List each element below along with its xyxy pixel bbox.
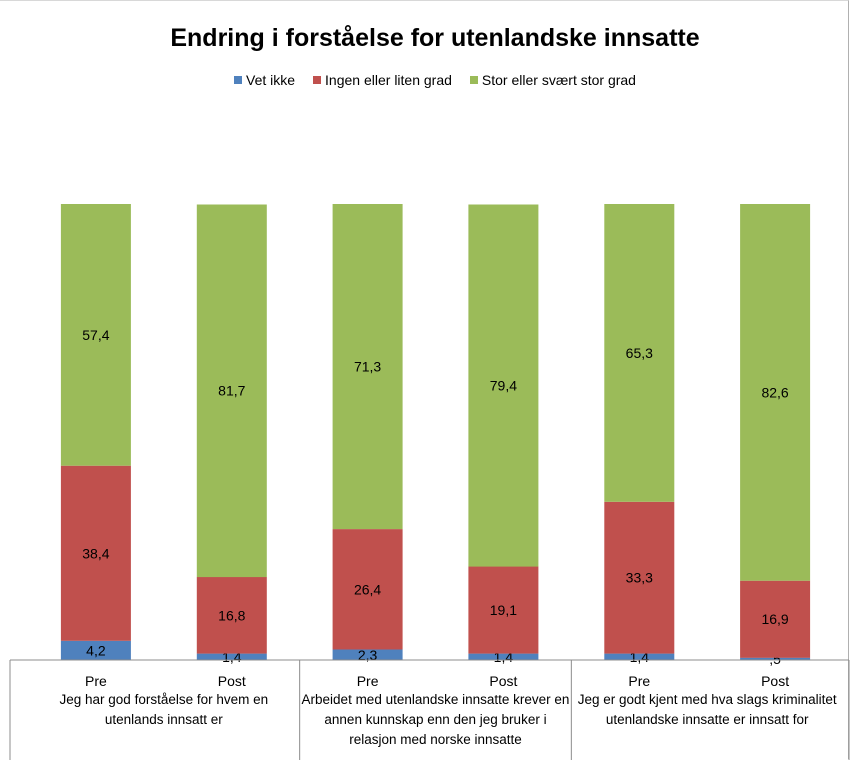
data-label: 16,9: [761, 611, 788, 627]
bar-segment: [604, 653, 675, 660]
bar-segment: [60, 465, 131, 641]
bar-segment: [604, 204, 675, 502]
bar-segment: [60, 204, 131, 466]
x-tick-label: Post: [218, 673, 246, 689]
legend-item: Ingen eller liten grad: [313, 72, 452, 88]
x-tick-label: Post: [761, 673, 789, 689]
bar-segment: [332, 204, 403, 530]
data-label: 81,7: [218, 383, 245, 399]
legend-label: Stor eller svært stor grad: [481, 72, 636, 88]
data-label: 4,2: [86, 642, 106, 658]
group-label: Jeg er godt kjent med hva slags kriminal…: [577, 692, 837, 727]
bar-segment: [468, 653, 539, 660]
group-label: Arbeidet med utenlandske innsatte krever…: [301, 692, 570, 747]
data-label: 82,6: [761, 384, 788, 400]
data-label: 65,3: [626, 345, 653, 361]
bar-segment: [740, 657, 811, 660]
legend-label: Vet ikke: [246, 72, 296, 88]
data-label: 57,4: [82, 327, 109, 343]
bar-segment: [468, 566, 539, 654]
bar-segment: [740, 204, 811, 581]
x-tick-label: Pre: [357, 673, 379, 689]
legend-swatch: [234, 76, 243, 84]
bar-segment: [196, 653, 267, 660]
bar-segment: [60, 640, 131, 660]
bar-segment: [196, 577, 267, 654]
data-label: 19,1: [490, 602, 517, 618]
legend-label: Ingen eller liten grad: [325, 72, 452, 88]
bar-segment: [604, 501, 675, 654]
bar-segment: [740, 580, 811, 658]
x-tick-label: Pre: [85, 673, 107, 689]
legend: Vet ikke Ingen eller liten grad Stor eller…: [0, 72, 850, 88]
data-label: 26,4: [354, 581, 381, 597]
legend-item: Stor eller svært stor grad: [469, 72, 636, 88]
x-tick-label: Post: [489, 673, 517, 689]
bar-segment: [332, 529, 403, 650]
legend-swatch: [313, 76, 322, 84]
legend-item: Vet ikke: [234, 72, 295, 88]
chart-title: Endring i forståelse for utenlandske inn…: [170, 24, 700, 52]
data-label: ,5: [769, 651, 781, 667]
data-label: 16,8: [218, 607, 245, 623]
data-label: 2,3: [358, 647, 378, 663]
data-label: 79,4: [490, 378, 517, 394]
legend-swatch: [469, 76, 478, 84]
x-tick-label: Pre: [628, 673, 650, 689]
bar-segment: [468, 204, 539, 567]
group-label: Jeg har god forståelse for hvem en utenl…: [59, 692, 269, 727]
bar-segment: [332, 649, 403, 660]
data-label: 71,3: [354, 359, 381, 375]
bar-segment: [196, 204, 267, 578]
data-label: 38,4: [82, 545, 109, 561]
data-label: 33,3: [626, 570, 653, 586]
